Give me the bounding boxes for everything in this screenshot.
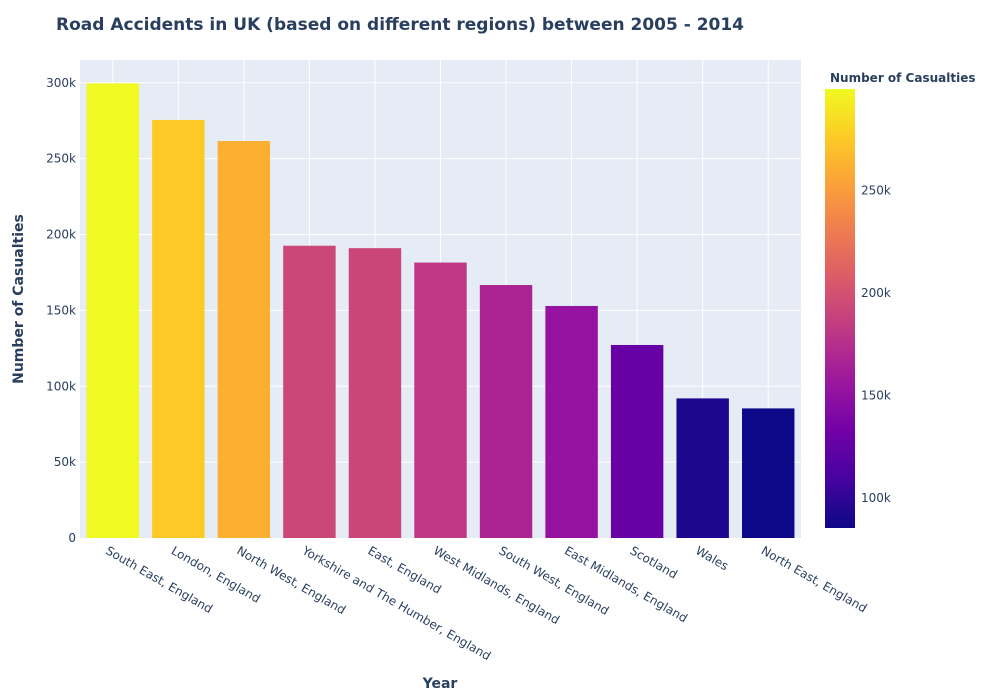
y-tick-label: 150k <box>46 303 76 317</box>
y-tick-label: 300k <box>46 76 76 90</box>
bar <box>676 398 729 538</box>
x-tick-label: Scotland <box>628 543 680 581</box>
bar <box>348 248 402 538</box>
bar <box>217 141 271 538</box>
colorbar-tick-label: 250k <box>861 184 891 198</box>
y-axis-ticks: 0 50k 100k 150k 200k 250k 300k <box>46 76 76 545</box>
bar <box>742 408 795 538</box>
chart-title: Road Accidents in UK (based on different… <box>56 15 744 35</box>
colorbar-tick-label: 200k <box>861 286 891 300</box>
x-tick-label: South West, England <box>497 543 612 617</box>
bar <box>610 344 664 538</box>
y-tick-label: 250k <box>46 152 76 166</box>
y-tick-label: 200k <box>46 228 76 242</box>
x-tick-label: South East, England <box>103 543 215 616</box>
x-axis-title: Year <box>422 676 458 692</box>
bars <box>86 83 795 539</box>
colorbar <box>825 89 855 528</box>
x-tick-label: West Midlands, England <box>431 543 562 627</box>
x-tick-label: Wales <box>693 543 731 573</box>
bar <box>479 285 533 538</box>
x-tick-label: North East, England <box>759 543 870 615</box>
bar <box>152 119 205 538</box>
y-tick-label: 100k <box>46 379 76 393</box>
x-tick-label: East Midlands, England <box>562 543 690 625</box>
y-tick-label: 0 <box>68 531 76 545</box>
colorbar-tick-label: 150k <box>861 389 891 403</box>
bar <box>545 305 598 538</box>
colorbar-ticks: 100k 150k 200k 250k <box>861 184 891 505</box>
y-axis-title: Number of Casualties <box>11 214 27 384</box>
bar <box>414 262 467 538</box>
x-tick-label: North West, England <box>234 543 348 617</box>
bar <box>86 83 139 538</box>
bar <box>283 245 336 539</box>
colorbar-tick-label: 100k <box>861 491 891 505</box>
colorbar-title: Number of Casualties <box>830 71 976 85</box>
y-tick-label: 50k <box>54 455 76 469</box>
